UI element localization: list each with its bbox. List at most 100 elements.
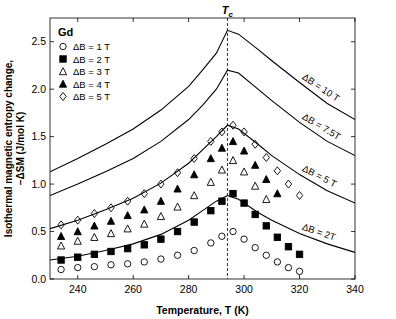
data-point bbox=[241, 236, 247, 242]
data-point bbox=[208, 240, 214, 246]
y-axis-label: Isothermal magnetic entropy change,−ΔSM … bbox=[3, 60, 26, 237]
x-tick-top bbox=[299, 18, 300, 22]
y-tick-label: 1.0 bbox=[31, 178, 46, 190]
legend-marker bbox=[59, 68, 66, 75]
data-point bbox=[157, 197, 164, 204]
data-point bbox=[230, 228, 236, 234]
x-tick-top bbox=[355, 18, 356, 22]
y-tick bbox=[50, 184, 54, 185]
data-point bbox=[57, 242, 64, 249]
plot-frame bbox=[50, 18, 355, 279]
y-axis-label-line: −ΔSM (J/mol K) bbox=[15, 112, 26, 186]
data-point bbox=[191, 219, 197, 225]
data-point bbox=[252, 244, 258, 250]
data-point bbox=[207, 155, 214, 162]
tc-subscript: c bbox=[229, 10, 234, 19]
x-tick-top bbox=[133, 18, 134, 22]
y-tick-label: 0.0 bbox=[31, 273, 46, 285]
x-tick-label: 320 bbox=[291, 283, 309, 295]
data-point bbox=[75, 264, 81, 270]
data-point bbox=[174, 228, 180, 234]
data-point bbox=[296, 268, 302, 274]
data-point bbox=[252, 182, 259, 189]
data-point bbox=[107, 230, 114, 237]
data-point bbox=[157, 213, 164, 220]
x-tick-label: 240 bbox=[69, 283, 87, 295]
legend-label: ΔB = 1 T bbox=[73, 41, 110, 52]
legend-label: ΔB = 5 T bbox=[73, 91, 110, 102]
data-point bbox=[296, 251, 302, 257]
y-tick-right bbox=[351, 279, 355, 280]
y-tick bbox=[50, 136, 54, 137]
x-tick bbox=[133, 275, 134, 279]
tc-line bbox=[227, 18, 228, 279]
x-tick-label: 280 bbox=[180, 283, 198, 295]
x-tick bbox=[299, 275, 300, 279]
legend-title: Gd bbox=[58, 26, 73, 38]
legend-label: ΔB = 4 T bbox=[73, 79, 110, 90]
curve-label: ΔB = 5 T bbox=[301, 163, 339, 190]
data-point bbox=[107, 217, 114, 224]
data-point bbox=[191, 171, 198, 178]
data-point bbox=[191, 192, 198, 199]
legend: ΔB = 1 TΔB = 2 TΔB = 3 TΔB = 4 TΔB = 5 T bbox=[59, 41, 110, 102]
y-tick bbox=[50, 231, 54, 232]
x-tick bbox=[77, 275, 78, 279]
curve-label: ΔB = 2T bbox=[301, 221, 337, 243]
x-tick-top bbox=[77, 18, 78, 22]
data-point bbox=[263, 154, 269, 162]
y-tick-right bbox=[351, 136, 355, 137]
data-point bbox=[141, 259, 147, 265]
data-point bbox=[57, 232, 64, 239]
data-point bbox=[263, 223, 269, 229]
legend-marker bbox=[59, 80, 66, 87]
data-point bbox=[141, 220, 148, 227]
x-tick-label: 340 bbox=[346, 283, 364, 295]
data-point bbox=[285, 244, 291, 250]
y-tick-label: 0.5 bbox=[31, 225, 46, 237]
scatter-series bbox=[58, 228, 303, 274]
data-point bbox=[91, 222, 98, 229]
data-point bbox=[141, 206, 148, 213]
data-point bbox=[158, 236, 164, 242]
x-tick-top bbox=[188, 18, 189, 22]
data-point bbox=[263, 195, 270, 202]
x-axis-label: Temperature, T (K) bbox=[156, 304, 249, 316]
legend-marker bbox=[60, 56, 66, 62]
data-point bbox=[274, 259, 280, 265]
y-tick bbox=[50, 279, 54, 280]
data-point bbox=[219, 233, 225, 239]
data-point bbox=[74, 228, 81, 235]
x-tick bbox=[244, 275, 245, 279]
data-point bbox=[240, 147, 247, 154]
data-point bbox=[124, 225, 131, 232]
data-point bbox=[108, 262, 114, 268]
x-tick-top bbox=[244, 18, 245, 22]
x-tick-label: 260 bbox=[124, 283, 142, 295]
data-point bbox=[158, 256, 164, 262]
data-point bbox=[174, 203, 181, 210]
legend-marker bbox=[60, 43, 66, 49]
data-point bbox=[207, 178, 214, 185]
chart: 2402602803003203400.00.51.01.52.02.5Temp… bbox=[0, 0, 396, 319]
plot-area bbox=[50, 18, 355, 279]
data-point bbox=[124, 245, 130, 251]
data-point bbox=[230, 190, 236, 196]
data-point bbox=[263, 176, 270, 183]
curve-label: ΔB = 10 T bbox=[300, 71, 341, 104]
data-point bbox=[91, 233, 98, 240]
y-tick bbox=[50, 41, 54, 42]
data-point bbox=[124, 261, 130, 267]
data-point bbox=[218, 166, 225, 173]
data-point bbox=[240, 168, 247, 175]
data-point bbox=[91, 263, 97, 269]
data-point bbox=[124, 212, 131, 219]
data-point bbox=[274, 234, 280, 240]
legend-marker bbox=[60, 93, 66, 101]
data-point bbox=[218, 144, 225, 151]
data-point bbox=[58, 266, 64, 272]
data-point bbox=[285, 264, 291, 270]
data-point bbox=[252, 161, 259, 168]
curve bbox=[50, 70, 355, 195]
data-point bbox=[274, 190, 281, 197]
